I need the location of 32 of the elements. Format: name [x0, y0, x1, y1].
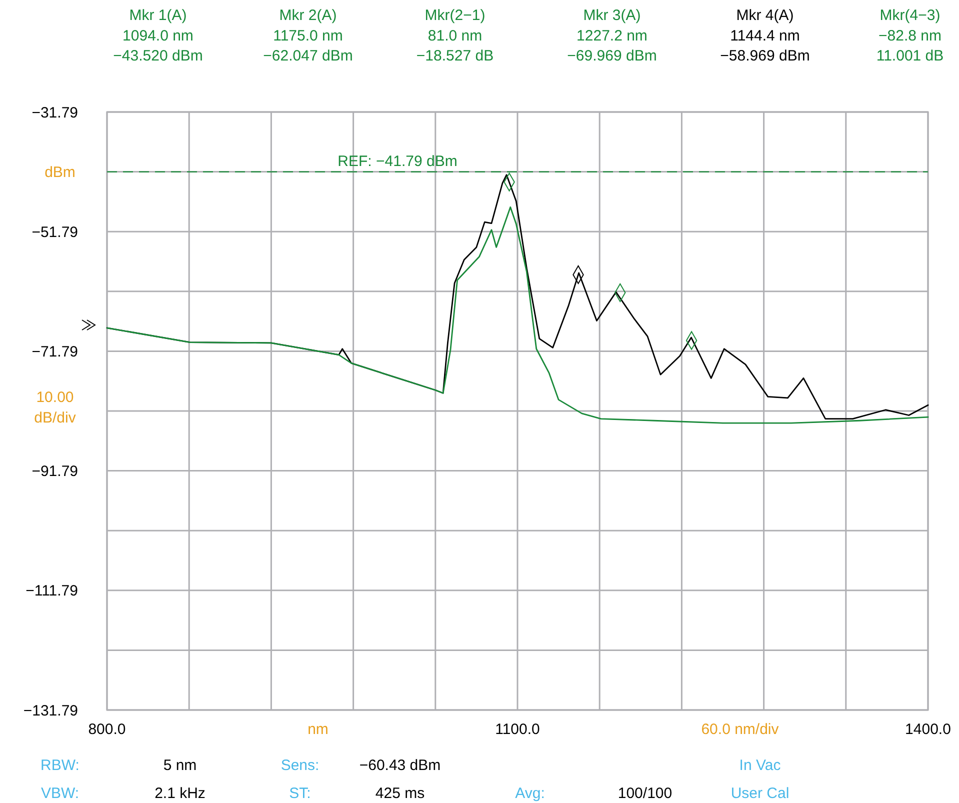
text: Mkr 2(A) 1175.0 nm −62.047 dBm: [263, 7, 353, 64]
text: −60.43 dBm: [359, 757, 441, 774]
y-tick-label: −131.79: [23, 702, 78, 720]
ref-line-label: REF: −41.79 dBm: [338, 152, 458, 170]
text: ST:: [289, 785, 311, 802]
y-tick-label: −31.79: [32, 104, 78, 122]
x-tick-label: 800.0: [88, 721, 126, 738]
text: Avg:: [515, 785, 545, 802]
text: In Vac: [739, 757, 782, 774]
text: VBW:: [40, 785, 80, 802]
x-axis-title: nm: [308, 721, 328, 738]
text: 2.1 kHz: [154, 785, 206, 802]
text: Sens:: [280, 757, 320, 774]
text: 100/100: [618, 785, 672, 802]
y-tick-label: −71.79: [32, 343, 78, 360]
text: 5 nm: [163, 757, 197, 774]
text: Mkr 1(A) 1094.0 nm −43.520 dBm: [113, 7, 203, 64]
text: User Cal: [730, 785, 790, 802]
text: Mkr 4(A) 1144.4 nm −58.969 dBm: [720, 7, 810, 64]
text: Mkr(2−1) 81.0 nm −18.527 dB: [416, 7, 494, 64]
x-tick-label: 1100.0: [495, 721, 540, 738]
y-tick-label: −91.79: [32, 463, 78, 480]
text: Mkr 3(A) 1227.2 nm −69.969 dBm: [567, 7, 657, 64]
text: 425 ms: [375, 785, 425, 802]
y-tick-label: −111.79: [26, 582, 78, 600]
x-tick-label: 1400.0: [905, 721, 951, 738]
text: Mkr(4−3) −82.8 nm 11.001 dB: [876, 7, 944, 64]
text: RBW:: [40, 757, 80, 774]
y-tick-label: −51.79: [32, 224, 78, 241]
y-axis-title: dBm: [44, 164, 76, 182]
text: 60.0 nm/div: [701, 721, 780, 738]
text: 10.00 dB/div: [34, 389, 76, 426]
